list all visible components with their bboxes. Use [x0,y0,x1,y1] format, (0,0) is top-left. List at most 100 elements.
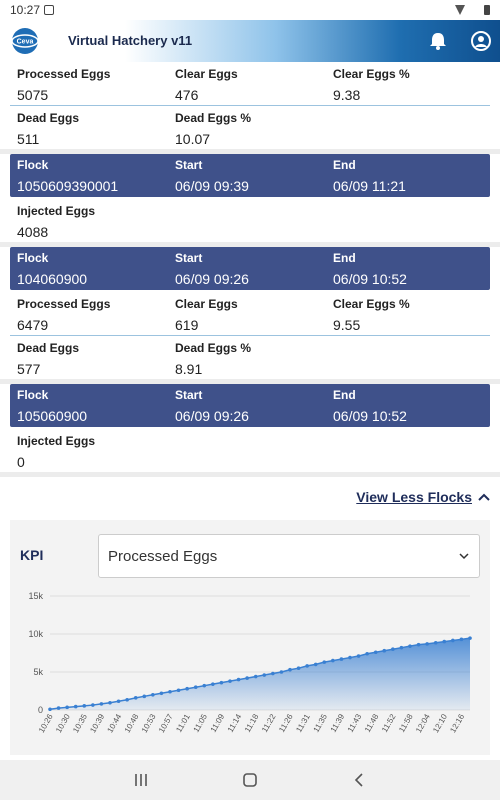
kpi-label: KPI [20,547,44,563]
point [339,657,344,661]
detail-label: Clear Eggs [175,297,238,311]
profile-ring [471,31,491,51]
detail-label: Injected Eggs [17,434,96,448]
point [322,660,327,664]
point [425,642,429,646]
point [236,677,241,682]
detail-value: 6479 [17,317,49,333]
point [133,696,138,700]
point [356,654,361,658]
card-separator [0,242,500,247]
x-tick-label: 12:04 [414,712,432,734]
kpi-panel: KPI Processed Eggs [10,520,490,755]
point [468,636,472,640]
detail-label: Processed Eggs [17,67,111,81]
app-title: Virtual Hatchery v11 [68,33,193,48]
point [408,644,412,648]
home-button[interactable] [243,773,257,787]
flock-header-value: 06/09 11:21 [333,178,406,194]
x-tick-label: 11:35 [312,712,330,734]
point [48,707,52,712]
logo[interactable]: Ceva [10,26,40,56]
point [82,704,87,708]
flock-header-value: 1050609390001 [17,178,119,194]
x-tick-label: 12:10 [431,712,449,734]
point [305,664,309,668]
point [159,691,164,696]
flock-header-value: 06/09 09:39 [175,178,249,194]
point [382,648,387,653]
x-tick-label: 10:44 [105,712,123,734]
detail-value: 511 [17,131,40,147]
point [176,688,181,693]
flock-header-value: 06/09 10:52 [333,271,407,287]
detail-label: Injected Eggs [17,204,96,218]
bell-icon [430,33,446,46]
notification-button[interactable] [427,30,449,52]
detail-label: Dead Eggs [17,111,80,125]
card-separator [0,379,500,384]
point [442,639,447,644]
point [142,694,147,699]
x-tick-label: 11:58 [397,712,415,734]
x-tick-label: 10:48 [123,712,141,734]
nav-icons [135,773,363,787]
detail-label: Processed Eggs [17,297,111,311]
point [296,666,301,670]
row-divider [10,105,490,106]
profile-head [478,36,484,42]
flock-header-label: End [333,251,356,265]
point [125,697,129,702]
point [373,650,378,655]
flock-header-label: Start [175,388,203,402]
x-tick-label: 10:39 [88,712,106,734]
detail-value: 5075 [17,87,49,103]
detail-label: Dead Eggs % [175,111,252,125]
x-tick-label: 11:18 [243,712,261,734]
flock-header [10,247,490,290]
flock-header-value: 06/09 09:26 [175,271,249,287]
x-tick-label: 12:16 [448,712,466,734]
profile-button[interactable] [470,30,492,52]
x-tick-label: 10:30 [54,712,72,734]
view-less-text: View Less Flocks [356,489,472,505]
point [73,704,78,709]
back-button[interactable] [354,773,363,787]
logo-circle [12,28,38,54]
wifi-icon [455,5,465,15]
x-tick-label: 11:22 [260,712,278,734]
status-icon [44,5,54,15]
point [288,667,292,672]
nav-bar [0,760,500,800]
x-tick-label: 10:35 [71,712,89,734]
recent-apps-button[interactable] [135,774,147,786]
point [416,642,421,647]
point [279,670,284,674]
point [211,682,215,686]
point [56,706,61,710]
detail-value: 10.07 [175,131,211,147]
detail-value: 476 [175,87,199,103]
detail-value: 9.55 [333,317,361,333]
y-tick-label: 5k [33,667,43,677]
y-tick-label: 15k [28,591,43,601]
x-tick-label: 11:52 [380,712,398,734]
view-less-button[interactable]: View Less Flocks [300,488,490,508]
point [108,700,112,705]
point [185,686,189,691]
flock-header-value: 104060900 [17,271,88,287]
flock-header-label: Start [175,158,203,172]
detail-value: 4088 [17,224,49,240]
status-bar: 10:27 [0,0,500,20]
kpi-dropdown[interactable]: Processed Eggs [98,534,480,578]
detail-value: 9.38 [333,87,361,103]
point [331,658,335,663]
chevron-up [478,493,490,501]
detail-value: 619 [175,317,199,333]
point [193,685,198,689]
detail-label: Dead Eggs % [175,341,252,355]
detail-value: 577 [17,361,41,377]
logo-text: Ceva [17,39,34,46]
x-tick-label: 10:53 [140,712,158,734]
